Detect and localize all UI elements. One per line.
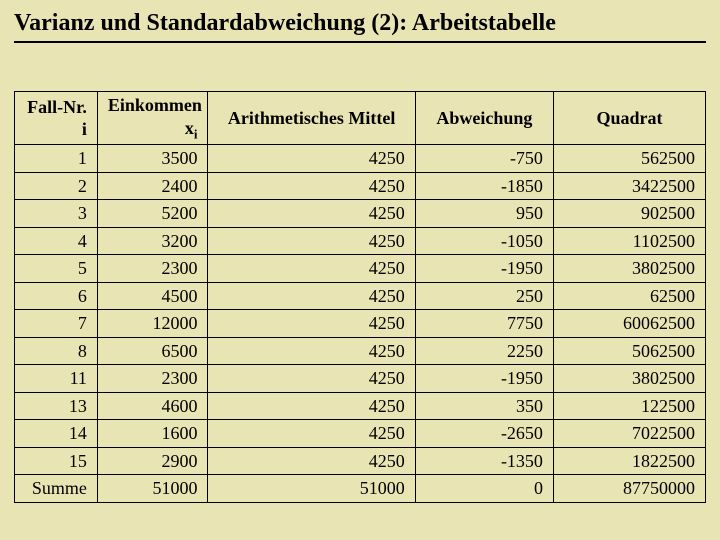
table-cell: 60062500: [553, 310, 705, 338]
table-cell: 12000: [97, 310, 208, 338]
table-cell: 1822500: [553, 447, 705, 475]
table-cell: 15: [15, 447, 98, 475]
work-table: Fall-Nr.iEinkommenxiArithmetisches Mitte…: [14, 91, 706, 503]
table-cell: 4250: [208, 337, 415, 365]
table-row: 432004250-10501102500: [15, 227, 706, 255]
table-cell: 2900: [97, 447, 208, 475]
table-row: 1123004250-19503802500: [15, 365, 706, 393]
table-cell: 2250: [415, 337, 553, 365]
table-cell: -2650: [415, 420, 553, 448]
table-cell: 1102500: [553, 227, 705, 255]
table-cell: 4250: [208, 255, 415, 283]
table-cell: 122500: [553, 392, 705, 420]
table-cell: 13: [15, 392, 98, 420]
table-cell: 11: [15, 365, 98, 393]
col-header-3: Abweichung: [415, 92, 553, 145]
table-cell: -1050: [415, 227, 553, 255]
table-cell: 51000: [208, 475, 415, 503]
table-cell: 4250: [208, 310, 415, 338]
table-cell: 4250: [208, 420, 415, 448]
page-title: Varianz und Standardabweichung (2): Arbe…: [14, 10, 706, 43]
col-header-2: Arithmetisches Mittel: [208, 92, 415, 145]
table-cell: 4250: [208, 145, 415, 173]
table-cell: 4250: [208, 227, 415, 255]
table-row: 352004250950902500: [15, 200, 706, 228]
table-cell: 6500: [97, 337, 208, 365]
table-row: 64500425025062500: [15, 282, 706, 310]
table-cell: 3802500: [553, 255, 705, 283]
table-cell: 4250: [208, 200, 415, 228]
table-cell: 4: [15, 227, 98, 255]
table-row: 135004250-750562500: [15, 145, 706, 173]
table-cell: 7: [15, 310, 98, 338]
table-row: 1416004250-26507022500: [15, 420, 706, 448]
table-cell: 3500: [97, 145, 208, 173]
table-cell: -1350: [415, 447, 553, 475]
table-cell: 2: [15, 172, 98, 200]
table-cell: 5062500: [553, 337, 705, 365]
table-cell: 1600: [97, 420, 208, 448]
table-cell: 2300: [97, 255, 208, 283]
work-table-header-row: Fall-Nr.iEinkommenxiArithmetisches Mitte…: [15, 92, 706, 145]
table-cell: 3802500: [553, 365, 705, 393]
table-row: 7120004250775060062500: [15, 310, 706, 338]
table-cell: -1950: [415, 365, 553, 393]
table-cell: -750: [415, 145, 553, 173]
table-cell: -1850: [415, 172, 553, 200]
table-cell: 14: [15, 420, 98, 448]
table-cell: 4250: [208, 447, 415, 475]
table-cell: 902500: [553, 200, 705, 228]
table-row: 224004250-18503422500: [15, 172, 706, 200]
table-cell: 3: [15, 200, 98, 228]
table-row: 523004250-19503802500: [15, 255, 706, 283]
table-cell: 7022500: [553, 420, 705, 448]
table-cell: 250: [415, 282, 553, 310]
table-cell: 1: [15, 145, 98, 173]
table-row: 1346004250350122500: [15, 392, 706, 420]
table-cell: 4250: [208, 392, 415, 420]
col-header-0: Fall-Nr.i: [15, 92, 98, 145]
table-cell: 5: [15, 255, 98, 283]
table-cell: 4250: [208, 282, 415, 310]
table-cell: 562500: [553, 145, 705, 173]
table-cell: 87750000: [553, 475, 705, 503]
table-cell: 7750: [415, 310, 553, 338]
table-row: 86500425022505062500: [15, 337, 706, 365]
table-cell: 0: [415, 475, 553, 503]
table-cell: 62500: [553, 282, 705, 310]
table-cell: 4250: [208, 365, 415, 393]
col-header-4: Quadrat: [553, 92, 705, 145]
table-cell: 350: [415, 392, 553, 420]
table-cell: 950: [415, 200, 553, 228]
table-cell: 4250: [208, 172, 415, 200]
table-cell: 6: [15, 282, 98, 310]
table-cell: 4600: [97, 392, 208, 420]
table-cell: 51000: [97, 475, 208, 503]
table-cell: 2400: [97, 172, 208, 200]
table-row: Summe5100051000087750000: [15, 475, 706, 503]
work-table-head: Fall-Nr.iEinkommenxiArithmetisches Mitte…: [15, 92, 706, 145]
table-cell: 5200: [97, 200, 208, 228]
table-cell: 3200: [97, 227, 208, 255]
slide-page: Varianz und Standardabweichung (2): Arbe…: [0, 0, 720, 540]
work-table-body: 135004250-750562500224004250-18503422500…: [15, 145, 706, 503]
table-cell: 4500: [97, 282, 208, 310]
table-cell: 2300: [97, 365, 208, 393]
table-cell: 8: [15, 337, 98, 365]
table-cell: 3422500: [553, 172, 705, 200]
table-cell: Summe: [15, 475, 98, 503]
table-row: 1529004250-13501822500: [15, 447, 706, 475]
col-header-1: Einkommenxi: [97, 92, 208, 145]
table-cell: -1950: [415, 255, 553, 283]
